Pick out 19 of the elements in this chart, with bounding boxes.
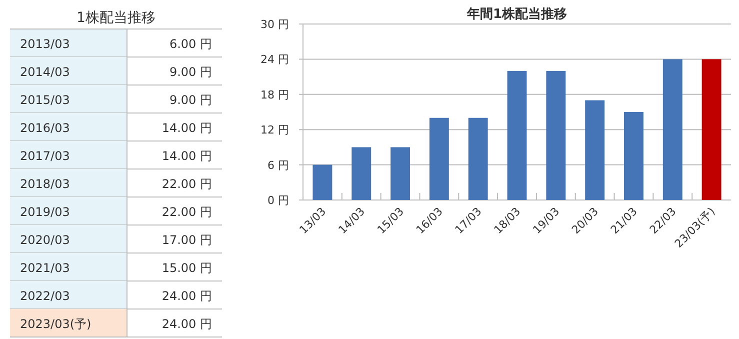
category-label: 2017/03 (20, 149, 70, 163)
category-label: 2016/03 (20, 121, 70, 135)
category-label: 2014/03 (20, 65, 70, 79)
text: 1株配当推移 (76, 10, 156, 26)
category-label: 2018/03 (20, 177, 70, 191)
category-label: 2020/03 (20, 233, 70, 247)
category-label: 2022/03 (20, 289, 70, 303)
category-label: 2021/03 (20, 261, 70, 275)
category-label: 2019/03 (20, 205, 70, 219)
y-tick-label: 12 円 (260, 124, 289, 137)
y-tick-label: 30 円 (260, 18, 289, 31)
category-label: 2015/03 (20, 93, 70, 107)
y-tick-label: 18 円 (260, 88, 289, 102)
y-tick-label: 6 円 (268, 158, 289, 172)
category-label: 2013/03 (20, 37, 70, 51)
chart-title: 年間1株配当推移 (466, 7, 568, 22)
y-tick-label: 0 円 (268, 194, 289, 207)
y-tick-label: 24 円 (260, 53, 289, 66)
category-label: 2023/03(予) (20, 317, 92, 331)
